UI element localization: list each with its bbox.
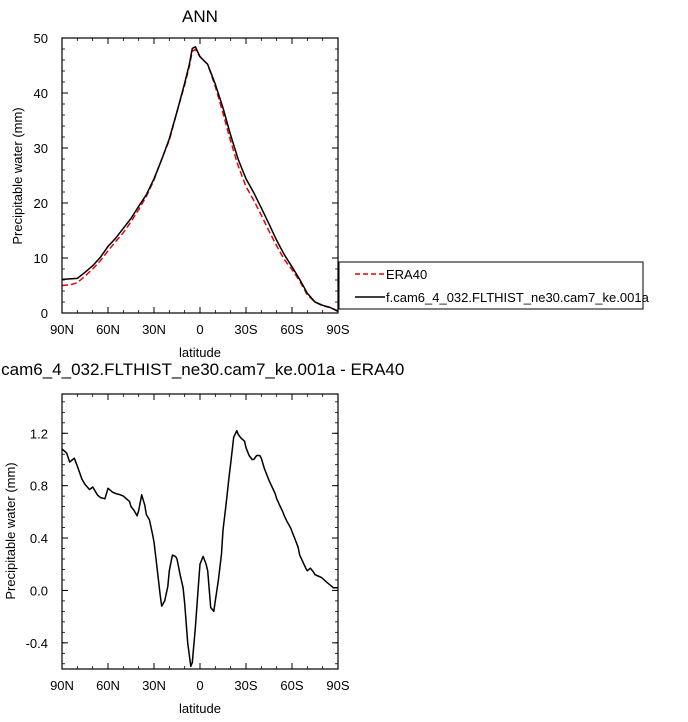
legend-box (338, 261, 644, 310)
bottom-x-tick-label: 90S (326, 678, 349, 693)
bottom-y-tick-label: -0.4 (26, 636, 48, 651)
bottom-x-tick-label: 60S (280, 678, 303, 693)
top-series-group (61, 46, 339, 313)
top-y-tick-label: 20 (34, 196, 48, 211)
bottom-x-tick-label: 30S (234, 678, 257, 693)
bottom-x-tick-label: 0 (196, 678, 203, 693)
top-x-tick-label: 30N (142, 322, 166, 337)
bottom-y-axis-label: Precipitable water (mm) (3, 462, 18, 599)
top-y-tick-label: 40 (34, 86, 48, 101)
top-x-tick-label: 90N (50, 322, 74, 337)
bottom-y-tick-label: 1.2 (30, 426, 48, 441)
top-y-ticks: 0 10 20 30 40 50 (34, 31, 338, 321)
top-chart-title: ANN (182, 7, 218, 26)
bottom-x-axis-label: latitude (179, 701, 221, 716)
top-x-axis-label: latitude (179, 345, 221, 360)
bottom-chart-title: f.cam6_4_032.FLTHIST_ne30.cam7_ke.001a -… (0, 360, 404, 379)
top-x-tick-label: 30S (234, 322, 257, 337)
bottom-plot-frame (61, 393, 339, 670)
bottom-y-ticks: -0.4 0.0 0.4 0.8 1.2 (26, 401, 338, 665)
top-y-tick-label: 30 (34, 141, 48, 156)
bottom-series-group (61, 429, 338, 668)
top-panel: ANN 90N 60N 30N 0 30S 60S 90S 0 10 20 30 40 50 lati… (10, 7, 350, 360)
top-y-tick-label: 0 (41, 306, 48, 321)
top-series-line-1 (61, 46, 339, 313)
bottom-x-tick-label: 60N (96, 678, 120, 693)
bottom-panel: f.cam6_4_032.FLTHIST_ne30.cam7_ke.001a -… (0, 360, 404, 716)
top-y-axis-label: Precipitable water (mm) (10, 107, 25, 244)
top-x-tick-label: 60N (96, 322, 120, 337)
top-y-tick-label: 50 (34, 31, 48, 46)
top-x-tick-label: 90S (326, 322, 349, 337)
bottom-x-ticks: 90N 60N 30N 0 30S 60S 90S (50, 394, 350, 693)
top-x-ticks: 90N 60N 30N 0 30S 60S 90S (50, 38, 350, 337)
bottom-series-line-0 (61, 429, 338, 668)
top-x-tick-label: 0 (196, 322, 203, 337)
top-plot-frame (61, 37, 339, 314)
bottom-x-tick-label: 90N (50, 678, 74, 693)
bottom-y-tick-label: 0.4 (30, 531, 48, 546)
bottom-x-tick-label: 30N (142, 678, 166, 693)
top-series-line-0 (61, 48, 339, 312)
top-y-tick-label: 10 (34, 251, 48, 266)
top-x-tick-label: 60S (280, 322, 303, 337)
bottom-y-tick-label: 0.0 (30, 583, 48, 598)
legend: ERA40 f.cam6_4_032.FLTHIST_ne30.cam7_ke.… (338, 261, 650, 310)
legend-label-era40: ERA40 (386, 267, 427, 282)
bottom-y-tick-label: 0.8 (30, 479, 48, 494)
legend-label-cam: f.cam6_4_032.FLTHIST_ne30.cam7_ke.001a (386, 290, 650, 305)
